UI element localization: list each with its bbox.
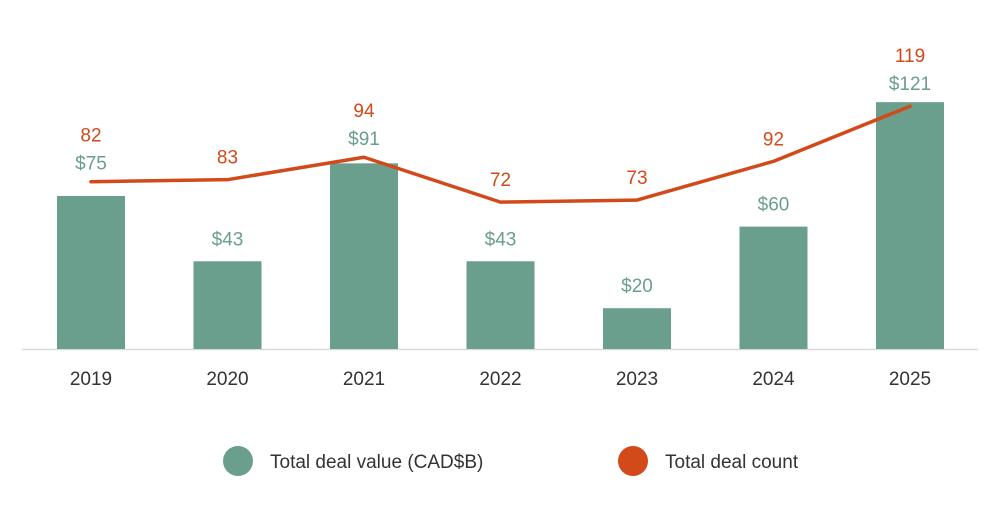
count-value-label: 83 [217,148,238,169]
count-value-label: 82 [80,126,101,147]
legend-label-deal-value: Total deal value (CAD$B) [270,452,483,473]
bar-2021 [330,163,398,349]
x-tick-label: 2024 [752,369,795,390]
x-tick-label: 2019 [70,369,112,390]
bar-value-label: $43 [212,229,244,250]
bar-2020 [193,261,262,349]
deal-count-line [89,104,912,204]
bar-2025 [876,102,944,349]
count-value-label: 72 [490,170,511,191]
legend-marker-deal-value [223,446,253,476]
bar-value-label: $60 [758,195,790,216]
bar-2022 [466,261,535,349]
legend-marker-deal-count [618,446,648,476]
count-value-label: 119 [895,46,925,67]
x-tick-label: 2020 [206,369,248,390]
bar-value-label: $43 [485,229,517,250]
legend: Total deal value (CAD$B) Total deal coun… [223,446,799,476]
x-tick-label: 2022 [479,369,521,390]
x-tick-label: 2025 [889,369,931,390]
bar-2023 [603,308,671,349]
x-tick-label: 2023 [616,369,658,390]
bar-value-label: $75 [75,154,107,175]
count-value-label: 94 [353,101,375,122]
count-value-label: 73 [626,168,647,189]
bar-value-label: $121 [889,74,931,95]
count-value-label: 92 [763,129,784,150]
bar-2019 [57,196,125,349]
bar-value-label: $91 [348,129,380,150]
bar-2024 [739,226,808,349]
legend-label-deal-count: Total deal count [665,452,799,473]
bar-value-label: $20 [621,276,653,297]
x-tick-label: 2021 [343,369,385,390]
